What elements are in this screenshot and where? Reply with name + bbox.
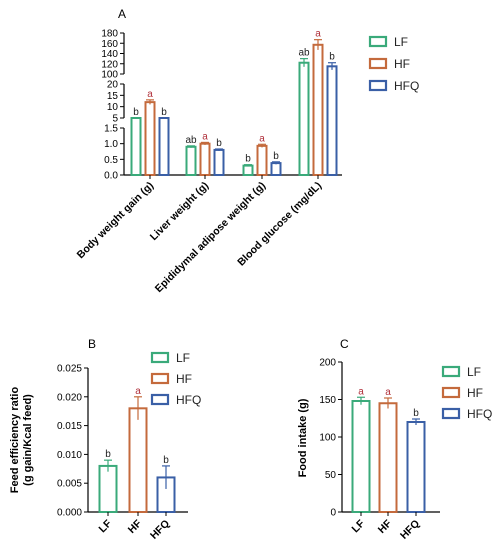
y-tick-label: 0.005 [57, 479, 82, 490]
y-tick-label: 1.5 [104, 124, 118, 135]
bar-b-hfq-sig-label: b [163, 455, 169, 466]
y-tick-label: 150 [319, 395, 336, 406]
y-tick-label: 20 [107, 80, 119, 91]
y-tick-label: 0.5 [104, 155, 118, 166]
bar-a-2-hfq [270, 162, 282, 177]
x-category-label: HF [376, 517, 395, 536]
x-category-label: LF [97, 517, 115, 535]
bar-a-0-hfq-sig-label: b [161, 107, 167, 118]
bar-b-hf-sig-label: a [135, 386, 141, 397]
y-tick-label: 5 [112, 114, 118, 125]
x-category-label: HFQ [148, 518, 172, 542]
bar-a-2-hf-sig-label: a [259, 133, 265, 144]
bar-a-1-hfq-sig-label: b [216, 138, 222, 149]
panel-c-chart: 0 50 100 150 200 Food intake (g) a LF a HF b HFQ LF H… [297, 358, 492, 542]
legend-swatch-lf [368, 35, 388, 48]
y-tick-label: 0 [330, 508, 336, 519]
bar-c-hf-sig-label: a [385, 387, 391, 398]
y-tick-label: 140 [101, 49, 118, 60]
legend-swatch-hf [368, 57, 388, 70]
y-tick-label: 200 [319, 358, 336, 369]
legend-swatch-hfq [368, 79, 388, 92]
y-axis-title-line: Feed efficiency ratio [9, 387, 21, 494]
bar-a-2-lf-sig-label: b [245, 154, 251, 165]
bar-a-3-lf [298, 61, 310, 176]
legend-label-lf: LF [467, 365, 481, 379]
y-tick-label: 0.0 [104, 171, 118, 182]
panel-c-label: C [340, 337, 349, 351]
y-tick-label: 160 [101, 39, 118, 50]
bar-c-hfq-sig-label: b [413, 408, 419, 419]
legend-label-hfq: HFQ [467, 407, 492, 421]
y-axis-title: Feed efficiency ratio(g gain/Kcal feed) [9, 387, 34, 494]
bar-a-2-lf [242, 164, 254, 177]
bar-a-0-hf [144, 101, 156, 176]
legend-swatch-lf [150, 351, 170, 364]
y-tick-label: 15 [107, 91, 119, 102]
bar-c-lf-sig-label: a [358, 386, 364, 397]
y-axis-title: Food intake (g) [297, 398, 309, 477]
legend-label-lf: LF [394, 35, 408, 49]
legend-swatch-lf [441, 365, 461, 378]
bar-a-0-lf [130, 117, 142, 176]
panel-b-label: B [88, 337, 96, 351]
panel-a-chart: 0.00.51.01.55101520100120140160180babBod… [75, 29, 420, 295]
x-category-label: Body weight gain (g) [75, 180, 156, 261]
x-category-label: HFQ [398, 518, 422, 542]
legend-label-hf: HF [176, 372, 192, 386]
y-tick-label: 0.015 [57, 421, 82, 432]
bar-c-hf [378, 402, 398, 513]
bar-a-0-hfq [158, 117, 170, 176]
y-axis-title-line: (g gain/Kcal feed) [22, 394, 34, 486]
bar-a-1-lf [185, 145, 197, 177]
y-tick-label: 1.0 [104, 139, 118, 150]
legend-swatch-hfq [150, 393, 170, 406]
bar-a-1-hf [199, 142, 211, 177]
y-tick-label: 0.010 [57, 450, 82, 461]
bar-a-3-hfq [326, 65, 338, 176]
bar-a-1-lf-sig-label: ab [185, 135, 197, 146]
legend-swatch-hf [150, 372, 170, 385]
legend-label-hfq: HFQ [176, 393, 201, 407]
bar-c-lf [351, 400, 371, 513]
x-category-label: Liver weight (g) [148, 180, 211, 243]
bar-c-hfq [406, 421, 426, 513]
y-tick-label: 100 [101, 70, 118, 81]
y-tick-label: 100 [319, 433, 336, 444]
panel-a-label: A [118, 7, 126, 21]
bar-b-lf-sig-label: b [105, 449, 111, 460]
bar-a-0-hf-sig-label: a [147, 89, 153, 100]
bar-a-1-hfq [213, 148, 225, 176]
bar-b-hf [128, 407, 148, 514]
bar-a-2-hfq-sig-label: b [273, 151, 279, 162]
y-tick-label: 0.025 [57, 364, 82, 375]
bar-a-2-hf [256, 144, 268, 176]
x-category-label: HF [126, 517, 145, 536]
bar-a-3-hf [312, 43, 324, 176]
x-category-label: LF [350, 517, 368, 535]
bar-b-lf [98, 464, 118, 514]
legend-swatch-hf [441, 386, 461, 399]
legend-label-lf: LF [176, 351, 190, 365]
legend-label-hfq: HFQ [394, 79, 419, 93]
bar-a-1-hf-sig-label: a [202, 131, 208, 142]
y-tick-label: 0.000 [57, 508, 82, 519]
y-tick-label: 50 [325, 470, 337, 481]
y-tick-label: 0.020 [57, 392, 82, 403]
bar-a-3-lf-sig-label: ab [298, 48, 310, 59]
bar-a-3-hf-sig-label: a [315, 29, 321, 40]
legend-label-hf: HF [394, 57, 410, 71]
legend-label-hf: HF [467, 386, 483, 400]
legend-swatch-hfq [441, 407, 461, 420]
bar-a-3-hfq-sig-label: b [329, 52, 335, 63]
y-tick-label: 120 [101, 59, 118, 70]
panel-b-chart: 0.000 0.005 0.010 0.015 0.020 0.025 Feed effic… [9, 351, 201, 542]
y-tick-label: 10 [107, 102, 119, 113]
x-category-label: Epididymal adipose weight (g) [153, 180, 268, 295]
bar-a-0-lf-sig-label: b [133, 107, 139, 118]
y-tick-label: 180 [101, 29, 118, 40]
